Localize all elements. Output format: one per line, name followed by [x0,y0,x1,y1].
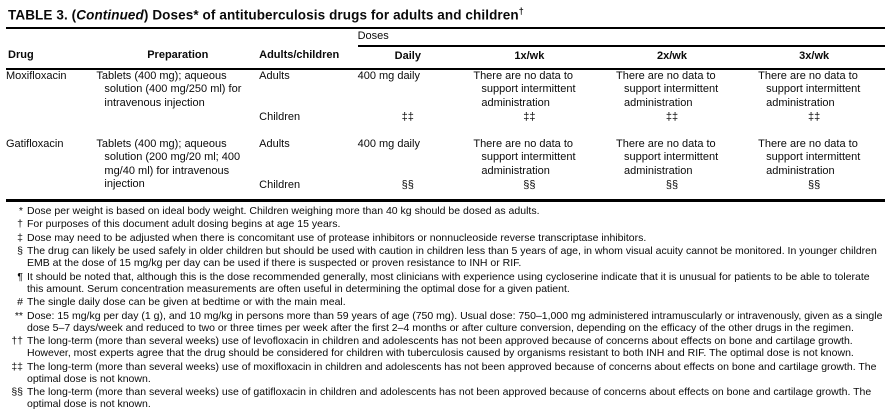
no-data-text: There are no data to support intermitten… [616,138,728,179]
no-data-text: There are no data to support intermitten… [758,70,870,111]
column-header-2xwk: 2x/wk [601,46,744,69]
cell-children-label: Children [259,178,357,199]
footnote: ‡ Dose may need to be adjusted when there… [6,232,883,244]
doses-group-header: Doses [358,29,885,47]
cell-1xwk-footnote-symbol: ‡‡ [458,110,601,138]
column-header-3xwk: 3x/wk [743,46,885,69]
no-data-text: There are no data to support intermitten… [616,70,728,111]
doses-group-spacer [6,29,358,47]
table-row-gatifloxacin-adults: Gatifloxacin Tablets (400 mg); aqueous s… [6,138,885,179]
footnote-text: The single daily dose can be given at be… [27,296,346,308]
cell-daily-dose: 400 mg daily [358,69,458,111]
cell-daily-dose: 400 mg daily [358,138,458,179]
cell-2xwk-dose: There are no data to support intermitten… [601,69,744,111]
footnote-text: The long-term (more than several weeks) … [27,361,876,385]
cell-2xwk-footnote-symbol: ‡‡ [601,110,744,138]
footnote: † For purposes of this document adult dos… [6,218,883,230]
footnote: §§ The long-term (more than several weeks… [6,386,883,410]
table-row-moxifloxacin-adults: Moxifloxacin Tablets (400 mg); aqueous s… [6,69,885,111]
footnote-text: The long-term (more than several weeks) … [27,335,854,359]
footnotes-section: * Dose per weight is based on ideal body … [6,202,885,410]
footnote-marker: # [6,296,23,308]
footnote-marker: ‡ [6,232,23,244]
table-title-dagger: † [519,6,524,16]
doses-group-header-row: Doses [6,29,885,47]
doses-table-wrapper: Doses Drug Preparation Adults/children D… [6,29,885,202]
footnote-text: The long-term (more than several weeks) … [27,386,871,410]
column-header-daily: Daily [358,46,458,69]
no-data-text: There are no data to support intermitten… [473,138,585,179]
cell-preparation: Tablets (400 mg); aqueous solution (400 … [96,69,259,138]
table-title-suffix: ) Doses* of antituberculosis drugs for a… [144,8,519,23]
footnote-text: The drug can likely be used safely in ol… [27,245,877,269]
footnote: †† The long-term (more than several weeks… [6,335,883,359]
cell-3xwk-footnote-symbol: ‡‡ [743,110,885,138]
doses-table: Doses Drug Preparation Adults/children D… [6,29,885,199]
footnote-marker: †† [6,335,23,347]
table-title-continued: Continued [76,8,144,23]
no-data-text: There are no data to support intermitten… [758,138,870,179]
footnote: § The drug can likely be used safely in o… [6,245,883,269]
footnote: ** Dose: 15 mg/kg per day (1 g), and 10 m… [6,310,883,334]
cell-3xwk-dose: There are no data to support intermitten… [743,138,885,179]
preparation-text: Tablets (400 mg); aqueous solution (400 … [96,70,259,111]
footnote-marker: ** [6,310,23,322]
column-header-1xwk: 1x/wk [458,46,601,69]
column-header-preparation: Preparation [96,46,259,69]
footnote-marker: ¶ [6,271,23,283]
footnote-marker: * [6,205,23,217]
cell-adults-label: Adults [259,69,357,111]
footnote: # The single daily dose can be given at b… [6,296,883,308]
column-header-adults-children: Adults/children [259,46,357,69]
cell-adults-label: Adults [259,138,357,179]
cell-3xwk-footnote-symbol: §§ [743,178,885,199]
footnote-marker: § [6,245,23,257]
footnote-marker: §§ [6,386,23,398]
footnote-marker: ‡‡ [6,361,23,373]
footnote-text: Dose may need to be adjusted when there … [27,232,646,244]
footnote: * Dose per weight is based on ideal body … [6,205,883,217]
footnote: ¶ It should be noted that, although this … [6,271,883,295]
cell-1xwk-dose: There are no data to support intermitten… [458,69,601,111]
no-data-text: There are no data to support intermitten… [473,70,585,111]
preparation-text: Tablets (400 mg); aqueous solution (200 … [96,138,259,192]
cell-3xwk-dose: There are no data to support intermitten… [743,69,885,111]
cell-drug-name: Moxifloxacin [6,69,96,138]
cell-2xwk-footnote-symbol: §§ [601,178,744,199]
column-header-row: Drug Preparation Adults/children Daily 1… [6,46,885,69]
footnote-text: Dose per weight is based on ideal body w… [27,205,540,217]
table-title-prefix: TABLE 3. ( [8,8,76,23]
footnote-text: It should be noted that, although this i… [27,271,870,295]
footnote-text: Dose: 15 mg/kg per day (1 g), and 10 mg/… [27,310,882,334]
cell-drug-name: Gatifloxacin [6,138,96,199]
footnote: ‡‡ The long-term (more than several weeks… [6,361,883,385]
cell-preparation: Tablets (400 mg); aqueous solution (200 … [96,138,259,199]
cell-daily-footnote-symbol: ‡‡ [358,110,458,138]
footnote-text: For purposes of this document adult dosi… [27,218,340,230]
cell-1xwk-footnote-symbol: §§ [458,178,601,199]
cell-1xwk-dose: There are no data to support intermitten… [458,138,601,179]
column-header-drug: Drug [6,46,96,69]
table-title: TABLE 3. (Continued) Doses* of antituber… [6,4,885,29]
cell-daily-footnote-symbol: §§ [358,178,458,199]
footnote-marker: † [6,218,23,230]
cell-2xwk-dose: There are no data to support intermitten… [601,138,744,179]
cell-children-label: Children [259,110,357,138]
